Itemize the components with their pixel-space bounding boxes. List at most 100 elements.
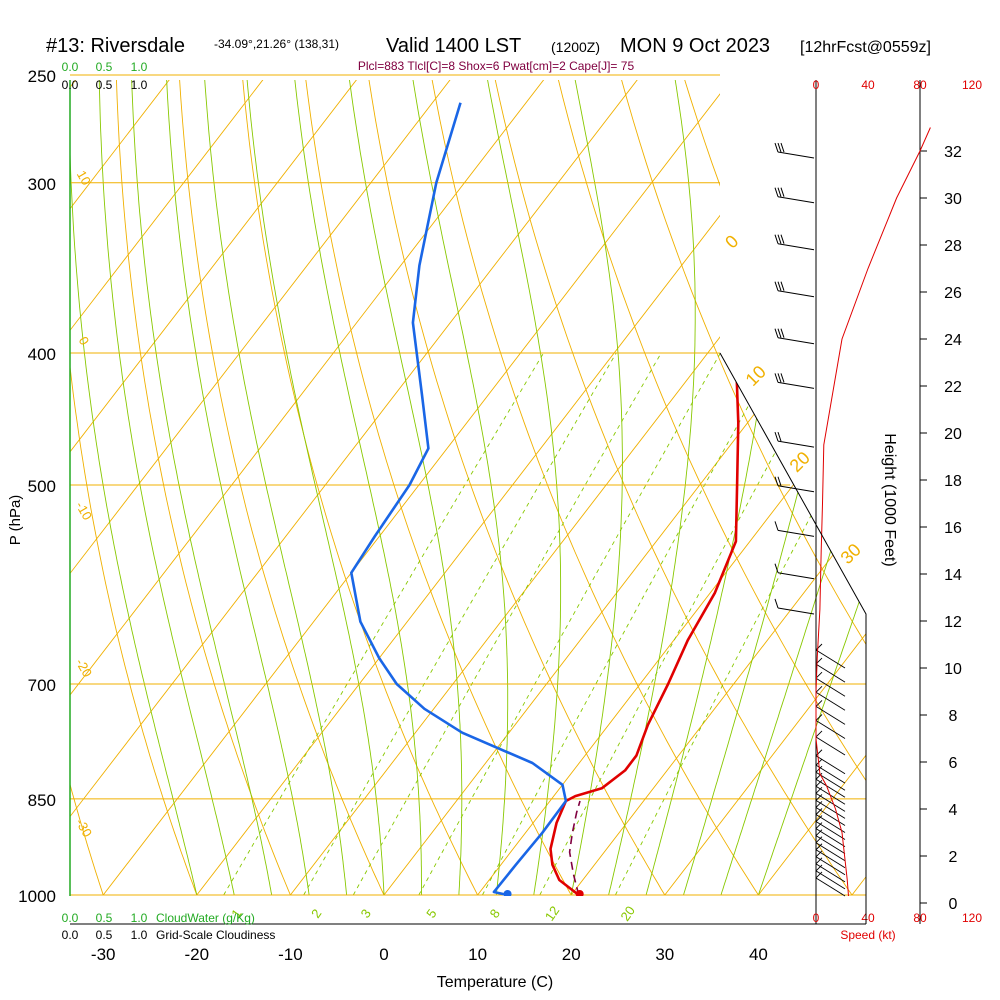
wind-barb-flag	[815, 815, 823, 822]
moist-adiabat-line	[70, 80, 198, 896]
dry-adiabat-label: 0	[721, 231, 742, 252]
wind-barb	[774, 431, 815, 448]
height-tick-label: 12	[944, 614, 962, 631]
wind-barb-flag	[815, 730, 823, 738]
moist-adiabat-line	[608, 80, 696, 896]
speed-tick-top: 40	[861, 78, 875, 92]
height-tick-label: 26	[944, 285, 962, 302]
wind-barb	[815, 794, 846, 819]
utc-time: (1200Z)	[551, 39, 600, 55]
wind-barb-staff	[777, 337, 815, 345]
wind-barb-flag	[815, 822, 823, 829]
pressure-tick-label: 250	[28, 67, 56, 86]
moist-adiabat-line	[720, 80, 866, 896]
dry-adiabat-line	[430, 80, 759, 896]
wind-barb-flag	[780, 281, 785, 291]
wind-barb	[815, 700, 846, 725]
wind-barb-flag	[777, 373, 782, 383]
mixing-ratio-label: 2	[308, 906, 324, 921]
dry-adiabat-line	[0, 75, 10, 895]
dry-adiabat-label: 30	[837, 540, 865, 568]
wind-barb-staff	[777, 243, 815, 251]
height-tick-label: 4	[949, 802, 958, 819]
plot-boundary	[719, 352, 867, 924]
temperature-trace	[549, 102, 752, 896]
wind-barb	[774, 281, 815, 298]
wind-barb	[815, 864, 846, 890]
pressure-tick-label: 500	[28, 477, 56, 496]
wind-barb-flag	[774, 281, 779, 291]
temperature-tick-label: 10	[468, 945, 487, 964]
moist-adiabat-line	[98, 80, 235, 896]
height-tick-label: 6	[949, 755, 958, 772]
x-axis-label: Temperature (C)	[437, 974, 553, 991]
wind-barb-flag	[815, 801, 823, 808]
cloud-water-scale-top: 1.0	[131, 60, 148, 74]
wind-barb-staff	[815, 828, 846, 847]
dry-adiabat-label: -20	[73, 656, 95, 680]
mixing-ratio-line	[303, 352, 617, 896]
isotherm-line	[70, 80, 361, 896]
dry-adiabat-line	[493, 80, 853, 896]
wind-barb-staff	[777, 572, 815, 580]
wind-barb-staff	[815, 764, 846, 784]
wind-barb-staff	[815, 755, 846, 775]
wind-barb-flag	[774, 142, 779, 153]
temperature-tick-label: 20	[562, 945, 581, 964]
wind-barb-flag	[815, 779, 823, 787]
wind-barb-staff	[815, 856, 846, 876]
speed-axis-label: Speed (kt)	[840, 928, 895, 942]
cloudiness-scale-bottom: 0.0	[62, 928, 79, 942]
moist-adiabat-line	[165, 80, 310, 896]
wind-barb-flag	[774, 598, 779, 609]
cloud-water-scale-top: 0.0	[62, 60, 79, 74]
wind-barb	[774, 476, 815, 493]
dry-adiabat-line	[619, 80, 866, 896]
cloud-water-scale-bottom: 0.5	[96, 911, 113, 925]
height-tick-label: 30	[944, 191, 962, 208]
moist-adiabat-line	[411, 80, 509, 896]
speed-profile-line	[815, 127, 931, 897]
wind-barb-staff	[815, 814, 846, 833]
wind-barb-flag	[815, 808, 823, 815]
wind-barb-staff	[815, 706, 846, 725]
wind-barb-flag	[774, 431, 779, 442]
dry-adiabat-line	[808, 80, 866, 896]
wind-barb	[815, 772, 846, 798]
wind-barb-staff	[815, 835, 846, 855]
mixing-ratio-label: 3	[358, 906, 374, 921]
wind-barb-staff	[815, 677, 846, 697]
mixing-ratio-line	[223, 352, 544, 896]
wind-barb	[815, 850, 846, 876]
wind-barb-flag	[774, 328, 779, 338]
wind-barb-flag	[815, 829, 823, 836]
wind-barb	[815, 787, 846, 812]
parcel-trace	[568, 800, 581, 896]
wind-barb	[815, 657, 846, 683]
wind-barb-flag	[815, 643, 823, 651]
cloud-water-label: CloudWater (g/Kg)	[156, 911, 255, 925]
wind-barb-staff	[815, 842, 846, 862]
wind-barb-flag	[780, 187, 785, 197]
valid-time: Valid 1400 LST	[386, 35, 521, 57]
cloudiness-scale-top: 0.0	[62, 78, 79, 92]
wind-barb	[815, 643, 846, 669]
wind-barb-flag	[774, 373, 779, 383]
dry-adiabat-line	[304, 80, 572, 896]
wind-barb-flag	[774, 521, 779, 531]
wind-barb	[815, 829, 846, 855]
wind-barb-staff	[777, 440, 815, 448]
height-tick-label: 20	[944, 426, 962, 443]
pressure-tick-label: 1000	[18, 887, 56, 906]
wind-barb	[815, 815, 846, 840]
wind-barb-staff	[815, 720, 846, 739]
wind-barb	[815, 836, 846, 862]
wind-barb-staff	[777, 196, 815, 204]
wind-barb-flag	[777, 234, 782, 244]
pressure-tick-label: 850	[28, 791, 56, 810]
wind-barb-staff	[815, 736, 846, 756]
speed-tick-bottom: 120	[962, 911, 982, 925]
temperature-tick-label: -20	[185, 945, 210, 964]
height-tick-label: 0	[949, 896, 958, 913]
cloudiness-scale-top: 1.0	[131, 78, 148, 92]
